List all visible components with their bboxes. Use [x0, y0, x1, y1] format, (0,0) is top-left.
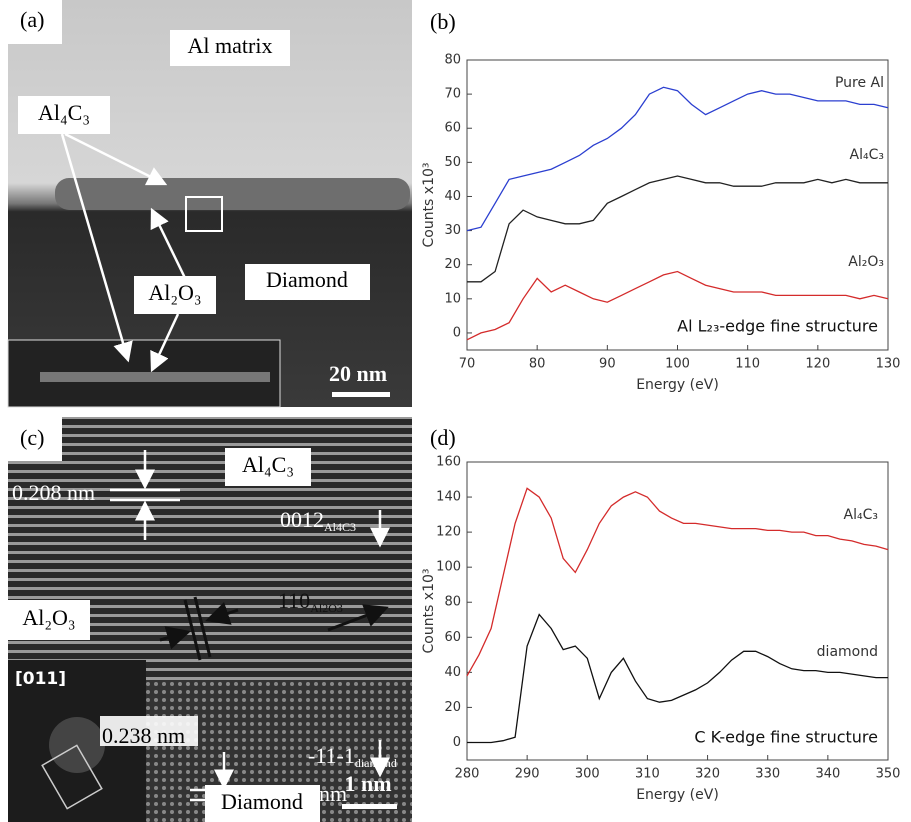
x-axis-label: Energy (eV)	[636, 787, 719, 803]
label: Al₂O₃	[22, 605, 75, 630]
series-label: Al₄C₃	[850, 147, 884, 163]
x-tick-label: 290	[515, 767, 540, 782]
panel-label: (c)	[20, 425, 44, 450]
annotation: C K-edge fine structure	[694, 728, 878, 747]
label-sub: Al2O3	[310, 601, 343, 615]
x-tick-label: 90	[599, 357, 616, 372]
label-main: -11-1	[308, 743, 355, 768]
panel-label: (a)	[20, 7, 44, 32]
x-tick-label: 110	[735, 357, 760, 372]
x-tick-label: 300	[575, 767, 600, 782]
plot-frame	[467, 462, 888, 760]
panel-label: (b)	[430, 9, 456, 34]
label-main: 110	[278, 588, 310, 613]
inset-layer	[40, 372, 270, 382]
annotation: Al L₂₃-edge fine structure	[677, 317, 878, 336]
x-tick-label: 330	[755, 767, 780, 782]
x-tick-label: 130	[876, 357, 901, 372]
layer	[55, 178, 410, 210]
y-tick-label: 120	[436, 525, 461, 540]
series-label: Al₄C₃	[844, 507, 878, 523]
series-label: diamond	[817, 644, 878, 660]
x-tick-label: 350	[876, 767, 901, 782]
panel-a: (a) Al matrix Al₄C₃ Diamond Al₂O₃ 20 nm	[8, 0, 412, 407]
series-label: Al₂O₃	[848, 254, 884, 270]
x-tick-label: 100	[665, 357, 690, 372]
label: 0.208 nm	[12, 480, 95, 505]
label: [011]	[15, 669, 66, 689]
y-tick-label: 40	[444, 665, 461, 680]
y-tick-label: 10	[444, 291, 461, 306]
x-tick-label: 310	[635, 767, 660, 782]
y-tick-label: 20	[444, 700, 461, 715]
series-line	[467, 176, 888, 282]
y-tick-label: 80	[444, 595, 461, 610]
x-tick-label: 80	[529, 357, 546, 372]
label-main: 0012	[280, 507, 324, 532]
x-axis-label: Energy (eV)	[636, 377, 719, 393]
series-line	[467, 87, 888, 230]
y-axis-label: Counts x10³	[421, 162, 437, 247]
y-tick-label: 0	[453, 325, 461, 340]
scale-label: 20 nm	[329, 361, 387, 386]
label: Al₄C₃	[38, 100, 90, 125]
figure: (a) Al matrix Al₄C₃ Diamond Al₂O₃ 20 nm …	[0, 0, 911, 822]
x-tick-label: 340	[815, 767, 840, 782]
y-tick-label: 80	[444, 53, 461, 68]
scale-bar	[332, 392, 390, 397]
panel-label: (d)	[430, 425, 456, 450]
y-tick-label: 140	[436, 490, 461, 505]
x-tick-label: 120	[805, 357, 830, 372]
label: Al₂O₃	[148, 280, 201, 305]
label-sub: diamond	[355, 756, 397, 770]
y-tick-label: 160	[436, 455, 461, 470]
y-tick-label: 100	[436, 560, 461, 575]
y-tick-label: 60	[444, 121, 461, 136]
plot-frame	[467, 60, 888, 350]
series-label: Pure Al	[835, 75, 884, 91]
scale-bar	[342, 804, 397, 809]
label: Al matrix	[188, 33, 273, 58]
x-tick-label: 320	[695, 767, 720, 782]
x-tick-label: 280	[455, 767, 480, 782]
y-tick-label: 20	[444, 257, 461, 272]
page: (a) Al matrix Al₄C₃ Diamond Al₂O₃ 20 nm …	[0, 0, 911, 822]
y-tick-label: 40	[444, 189, 461, 204]
label-sub: Al4C3	[324, 520, 356, 534]
label: Al₄C₃	[242, 452, 294, 477]
y-tick-label: 0	[453, 735, 461, 750]
x-tick-label: 70	[459, 357, 476, 372]
y-tick-label: 70	[444, 87, 461, 102]
scale-label: 1 nm	[344, 771, 391, 796]
y-axis-label: Counts x10³	[421, 568, 437, 653]
y-tick-label: 30	[444, 223, 461, 238]
y-tick-label: 60	[444, 630, 461, 645]
panel-c: (c) Al₄C₃ 0.208 nm 0012Al4C3 Al₂O₃ 110Al…	[8, 417, 412, 822]
label: Diamond	[266, 267, 348, 292]
label: Diamond	[221, 789, 303, 814]
label: 0.238 nm	[102, 723, 185, 748]
y-tick-label: 50	[444, 155, 461, 170]
series-line	[467, 615, 888, 743]
